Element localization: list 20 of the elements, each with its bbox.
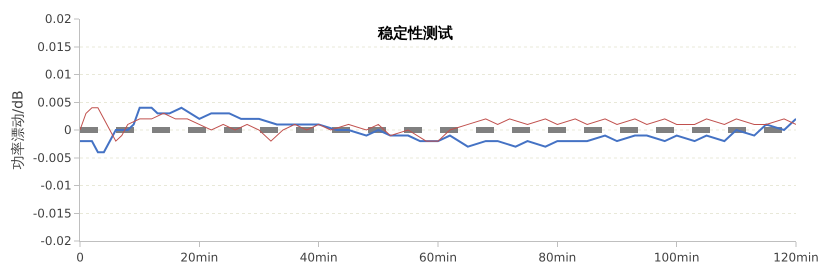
y-tick-label: 0 <box>64 123 72 138</box>
y-tick-label: -0.02 <box>40 234 72 248</box>
y-tick-label: 0.005 <box>37 95 72 110</box>
y-tick-label: 0.01 <box>44 68 72 82</box>
x-tick-label: 0 <box>76 250 84 264</box>
x-tick-label: 60min <box>419 250 457 264</box>
chart-title: 稳定性测试 <box>377 24 453 42</box>
y-tick-label: 0.015 <box>37 40 72 54</box>
y-tick-label: 0.02 <box>44 12 72 26</box>
x-tick-label: 40min <box>300 250 338 264</box>
x-tick-label: 20min <box>180 250 218 264</box>
y-tick-label: -0.01 <box>40 178 72 193</box>
y-axis-title: 功率漂动/dB <box>10 90 27 170</box>
x-tick-label: 80min <box>538 250 576 264</box>
line-series <box>80 107 796 142</box>
x-tick-label: 120min <box>773 250 819 264</box>
y-tick-label: -0.015 <box>32 206 72 220</box>
x-tick-label: 100min <box>654 250 700 264</box>
y-tick-label: -0.005 <box>32 150 72 165</box>
line-series <box>80 106 796 154</box>
